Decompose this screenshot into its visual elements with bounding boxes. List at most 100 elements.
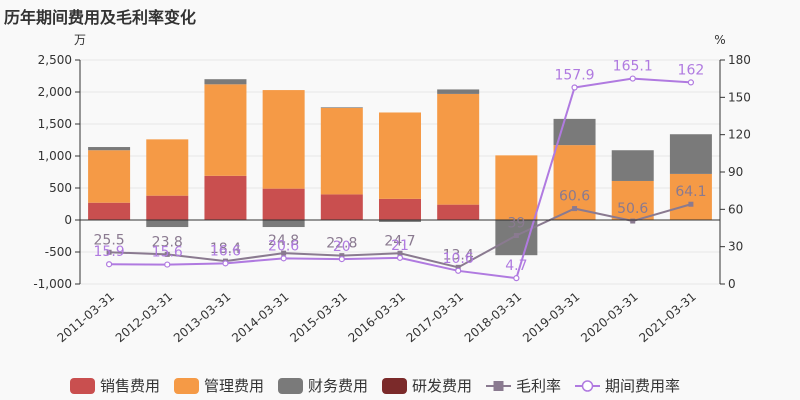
right-axis-unit: % [714, 33, 725, 47]
point-毛利率 [281, 250, 287, 256]
legend-item-财务费用: 财务费用 [278, 377, 368, 395]
bar-销售费用 [320, 194, 363, 220]
left-tick-label: 0 [64, 213, 72, 227]
point-期间费用率 [222, 260, 229, 267]
right-tick-label: 150 [728, 90, 751, 104]
legend-swatch [278, 378, 303, 394]
legend-swatch [382, 378, 407, 394]
data-label-毛利率: 64.1 [675, 184, 706, 200]
data-label-期间费用率: 16.6 [210, 243, 241, 259]
bar-财务费用 [669, 134, 712, 174]
x-tick-label: 2018-03-31 [462, 290, 524, 346]
point-毛利率 [688, 201, 694, 207]
data-label-期间费用率: 20 [333, 239, 351, 255]
x-tick-label: 2014-03-31 [229, 290, 291, 346]
left-axis-unit: 万 [74, 33, 86, 47]
data-label-期间费用率: 20.6 [268, 238, 299, 254]
right-tick-label: 0 [728, 277, 736, 291]
right-tick-label: 90 [728, 165, 743, 179]
data-labels: 25.5 23.8 18.4 24.8 22.8 24.7 13.4 39 60.6 50.6 64… [94, 59, 707, 275]
point-毛利率 [339, 253, 345, 259]
left-tick-label: 2,000 [38, 85, 72, 99]
x-tick-label: 2011-03-31 [55, 290, 117, 346]
data-label-毛利率: 60.6 [559, 189, 590, 205]
bar-销售费用 [262, 188, 305, 220]
legend-label: 管理费用 [204, 377, 264, 395]
data-label-毛利率: 13.4 [443, 247, 474, 263]
data-label-期间费用率: 15.6 [152, 245, 183, 261]
x-tick-label: 2019-03-31 [520, 290, 582, 346]
legend-item-研发费用: 研发费用 [382, 377, 472, 395]
x-tick-label: 2017-03-31 [404, 290, 466, 346]
bar-销售费用 [146, 195, 189, 220]
bar-管理费用 [262, 90, 305, 189]
line-series [105, 75, 695, 282]
bar-财务费用 [146, 220, 189, 228]
right-tick-label: 30 [728, 240, 743, 254]
legend-swatch [174, 378, 199, 394]
legend-item-销售费用: 销售费用 [70, 377, 160, 395]
data-label-期间费用率: 162 [678, 62, 705, 78]
point-毛利率 [572, 206, 578, 212]
legend-label: 期间费用率 [605, 377, 680, 395]
point-期间费用率 [455, 267, 462, 274]
bar-财务费用 [379, 220, 421, 222]
bar-财务费用 [437, 89, 480, 94]
left-tick-label: -500 [45, 245, 72, 259]
x-tick-label: 2013-03-31 [171, 290, 233, 346]
data-label-毛利率: 24.7 [384, 233, 415, 249]
data-label-毛利率: 22.8 [326, 236, 357, 252]
bar-管理费用 [669, 173, 712, 220]
left-tick-label: 500 [49, 181, 72, 195]
data-label-期间费用率: 21 [391, 238, 409, 254]
data-label-毛利率: 24.8 [268, 233, 299, 249]
legend-item-期间费用率: 期间费用率 [575, 377, 680, 395]
bar-管理费用 [146, 139, 189, 196]
point-期间费用率 [629, 75, 636, 82]
data-label-期间费用率: 15.9 [94, 244, 125, 260]
bar-管理费用 [495, 155, 538, 220]
data-label-期间费用率: 165.1 [613, 59, 653, 75]
chart-title: 历年期间费用及毛利率变化 [4, 8, 197, 27]
data-label-毛利率: 50.6 [617, 201, 648, 217]
left-tick-label: 2,500 [38, 53, 72, 67]
bar-财务费用 [204, 79, 247, 85]
right-tick-label: 180 [728, 53, 751, 67]
data-label-毛利率: 25.5 [94, 232, 125, 248]
legend-item-毛利率: 毛利率 [486, 377, 561, 395]
legend-marker [493, 381, 504, 391]
left-tick-label: 1,500 [38, 117, 72, 131]
bar-管理费用 [88, 150, 131, 203]
bar-series [88, 79, 712, 256]
legend-label: 研发费用 [412, 377, 472, 395]
bar-销售费用 [88, 202, 131, 220]
right-tick-label: 120 [728, 128, 751, 142]
x-tick-label: 2021-03-31 [636, 290, 698, 346]
bar-管理费用 [437, 93, 480, 205]
data-label-期间费用率: 157.9 [554, 68, 594, 84]
bar-管理费用 [320, 108, 363, 195]
bar-销售费用 [379, 198, 421, 220]
legend-item-管理费用: 管理费用 [174, 377, 264, 395]
bar-销售费用 [204, 175, 247, 220]
point-毛利率 [397, 250, 403, 256]
data-label-毛利率: 18.4 [210, 241, 241, 257]
point-期间费用率 [105, 261, 113, 268]
data-label-毛利率: 39 [507, 215, 525, 231]
bar-管理费用 [204, 84, 247, 176]
x-tick-label: 2015-03-31 [287, 290, 349, 346]
point-毛利率 [630, 218, 636, 224]
legend-label: 财务费用 [308, 377, 368, 395]
bar-财务费用 [611, 150, 654, 181]
bar-管理费用 [379, 112, 421, 199]
legend: 销售费用 管理费用 财务费用 研发费用 毛利率 期间费用率 [70, 377, 680, 395]
right-tick-label: 60 [728, 202, 743, 216]
legend-swatch [70, 378, 95, 394]
x-tick-label: 2012-03-31 [113, 290, 175, 346]
bar-财务费用 [262, 220, 305, 228]
legend-label: 毛利率 [516, 377, 561, 395]
point-毛利率 [455, 264, 461, 270]
x-tick-label: 2016-03-31 [345, 290, 407, 346]
point-期间费用率 [571, 84, 578, 91]
